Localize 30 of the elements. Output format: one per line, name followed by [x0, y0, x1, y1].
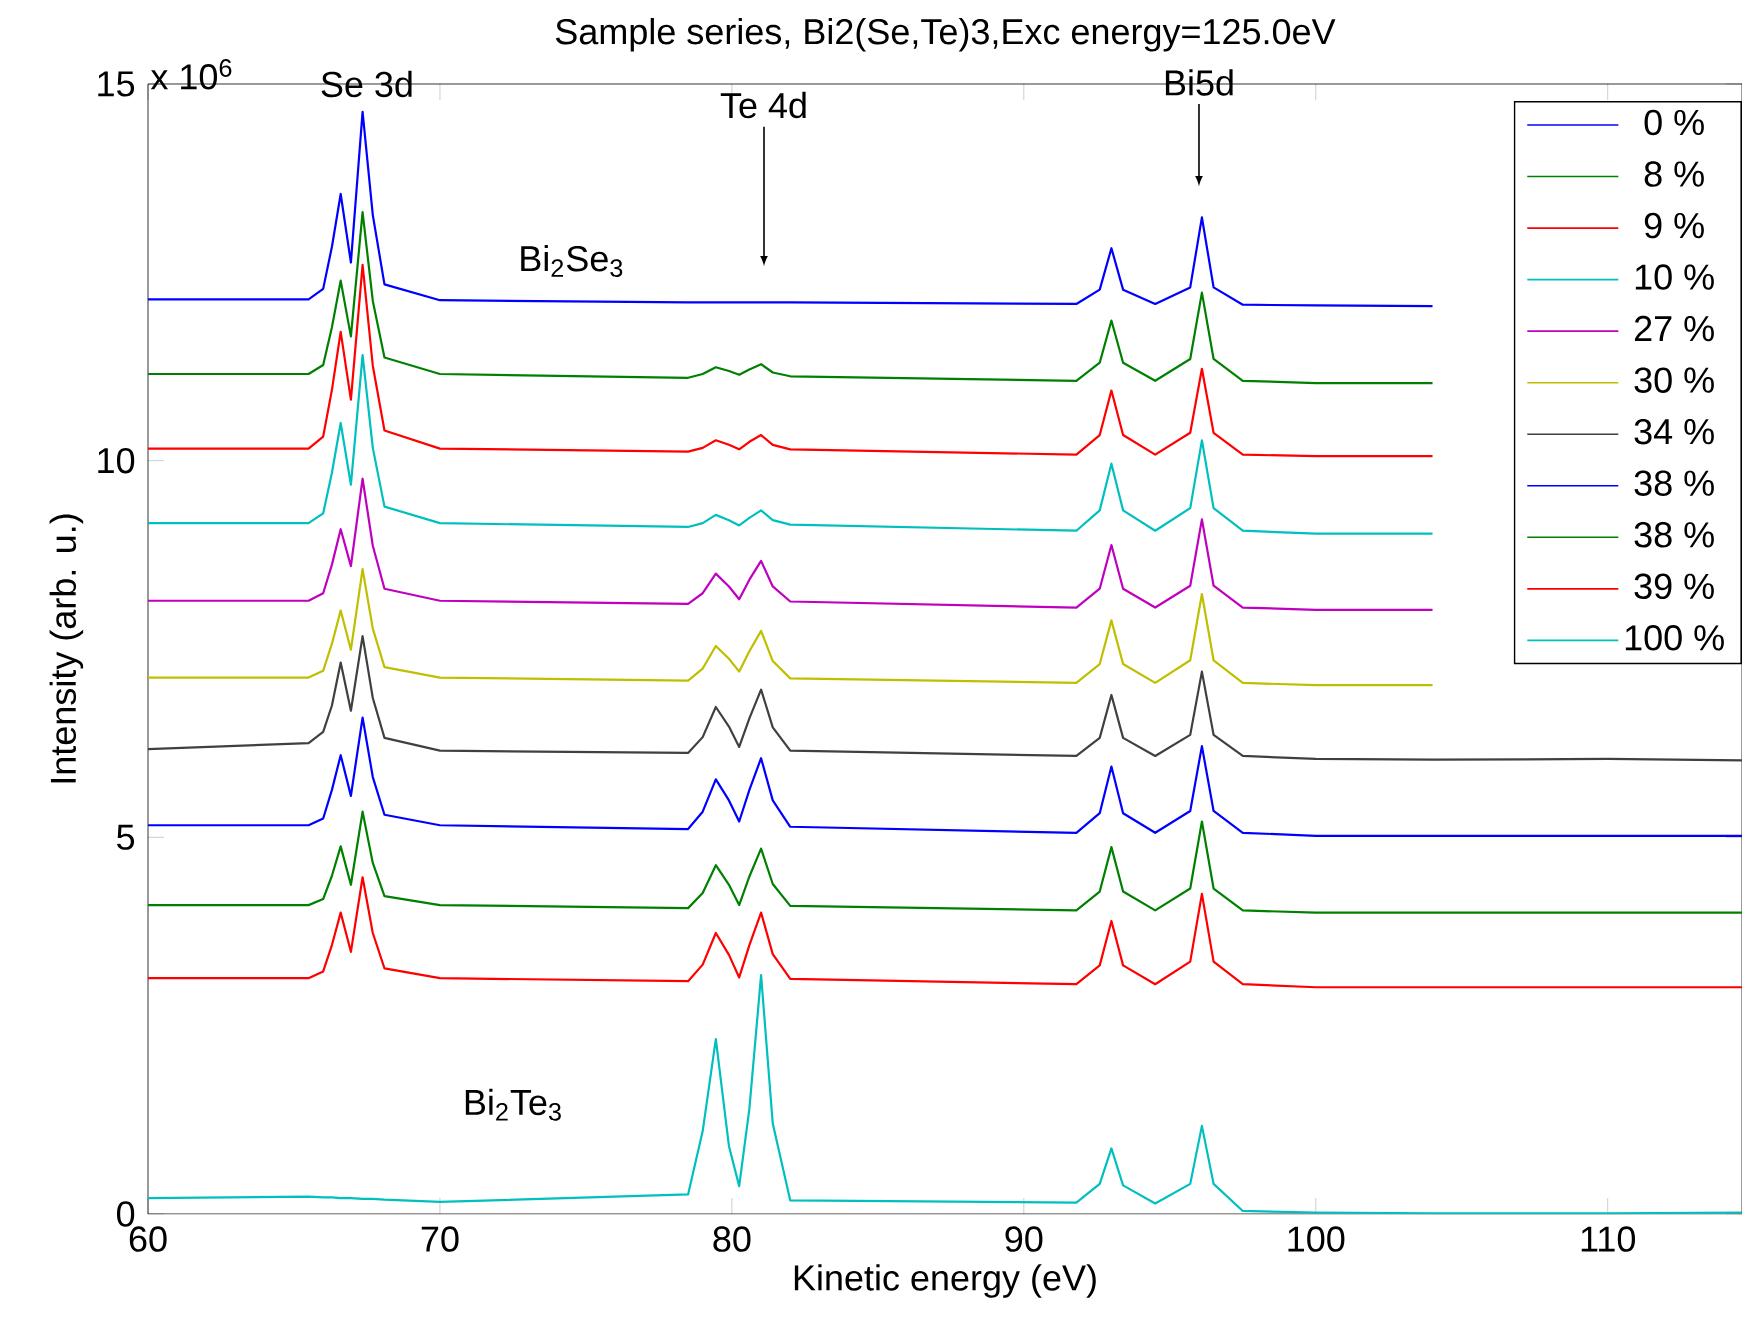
- y-tick-label: 0: [116, 1201, 135, 1227]
- x-tick-label: 90: [1005, 1226, 1043, 1252]
- annotation: Bi$_{2}$Se$_{3}$: [521, 244, 623, 278]
- annotation: Se 3d: [321, 70, 412, 98]
- x-tick-label: 80: [713, 1226, 751, 1252]
- legend-label: 0 %: [1644, 109, 1704, 136]
- x-tick-label: 70: [421, 1226, 459, 1252]
- y-tick-label: 5: [117, 824, 135, 850]
- annotation: Bi$_{2}$Te$_{3}$: [465, 1088, 561, 1121]
- legend-label: 9 %: [1644, 212, 1704, 239]
- legend-label: 38 %: [1634, 522, 1714, 548]
- legend-label: 10 %: [1635, 264, 1714, 290]
- annotation: x 10$^{6}$: [150, 59, 232, 90]
- legend-label: 30 %: [1634, 367, 1714, 393]
- legend-label: 27 %: [1634, 315, 1714, 342]
- annotation: Te 4d: [720, 91, 806, 119]
- legend-label: 39 %: [1634, 573, 1714, 600]
- legend-label: 8 %: [1644, 161, 1704, 187]
- y-axis-title: Intensity (arb. u.): [49, 514, 84, 783]
- x-tick-label: 100: [1288, 1226, 1345, 1252]
- legend-label: 34 %: [1634, 418, 1714, 445]
- y-tick-label: 15: [98, 71, 135, 97]
- x-tick-label: 60: [129, 1226, 167, 1252]
- legend-label: 38 %: [1634, 470, 1714, 496]
- legend-label: 100 %: [1625, 625, 1724, 651]
- y-tick-label: 10: [98, 447, 135, 474]
- x-axis-title: Kinetic energy (eV): [794, 1264, 1096, 1298]
- chart-title: Sample series, Bi2(Se,Te)3,Exc energy=125.0eV: [555, 18, 1336, 52]
- annotation: Bi5d: [1165, 69, 1233, 96]
- x-tick-label: 110: [1581, 1226, 1636, 1252]
